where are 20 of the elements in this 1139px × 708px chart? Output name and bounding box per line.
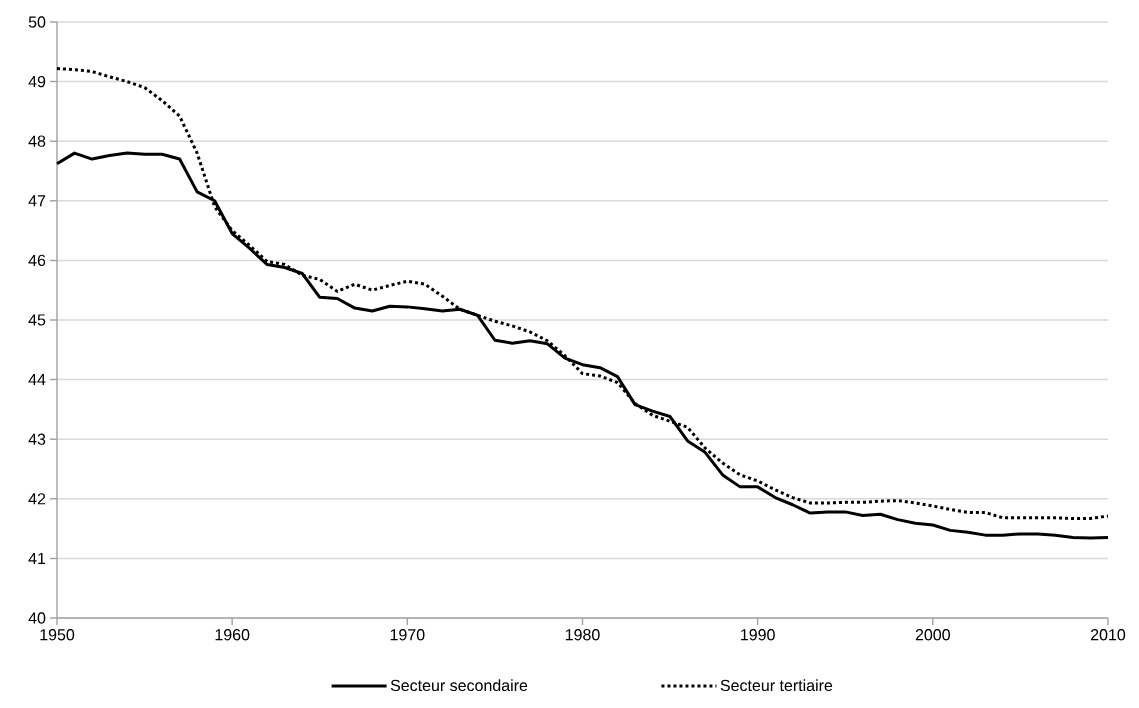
y-tick-label: 45 <box>28 314 46 326</box>
y-tick-label: 50 <box>28 16 46 28</box>
x-tick-label: 1950 <box>40 629 75 641</box>
x-tick-label: 2000 <box>915 629 950 641</box>
y-tick-label: 44 <box>28 374 46 386</box>
x-tick-label: 1970 <box>390 629 425 641</box>
y-tick-label: 46 <box>28 254 46 267</box>
x-tick-label: 1960 <box>215 629 250 641</box>
x-tick-label: 2010 <box>1090 629 1126 641</box>
y-tick-label: 43 <box>28 433 46 445</box>
y-tick-label: 41 <box>28 552 46 564</box>
y-tick-label: 48 <box>28 135 46 147</box>
legend-label: Secteur tertiaire <box>720 679 833 692</box>
y-tick-label: 42 <box>28 493 46 505</box>
y-tick-label: 40 <box>28 612 46 624</box>
legend-label: Secteur secondaire <box>390 679 528 692</box>
x-tick-label: 1990 <box>741 629 775 641</box>
y-tick-label: 49 <box>28 75 46 88</box>
x-tick-label: 1980 <box>565 629 600 641</box>
y-tick-label: 47 <box>28 195 46 207</box>
